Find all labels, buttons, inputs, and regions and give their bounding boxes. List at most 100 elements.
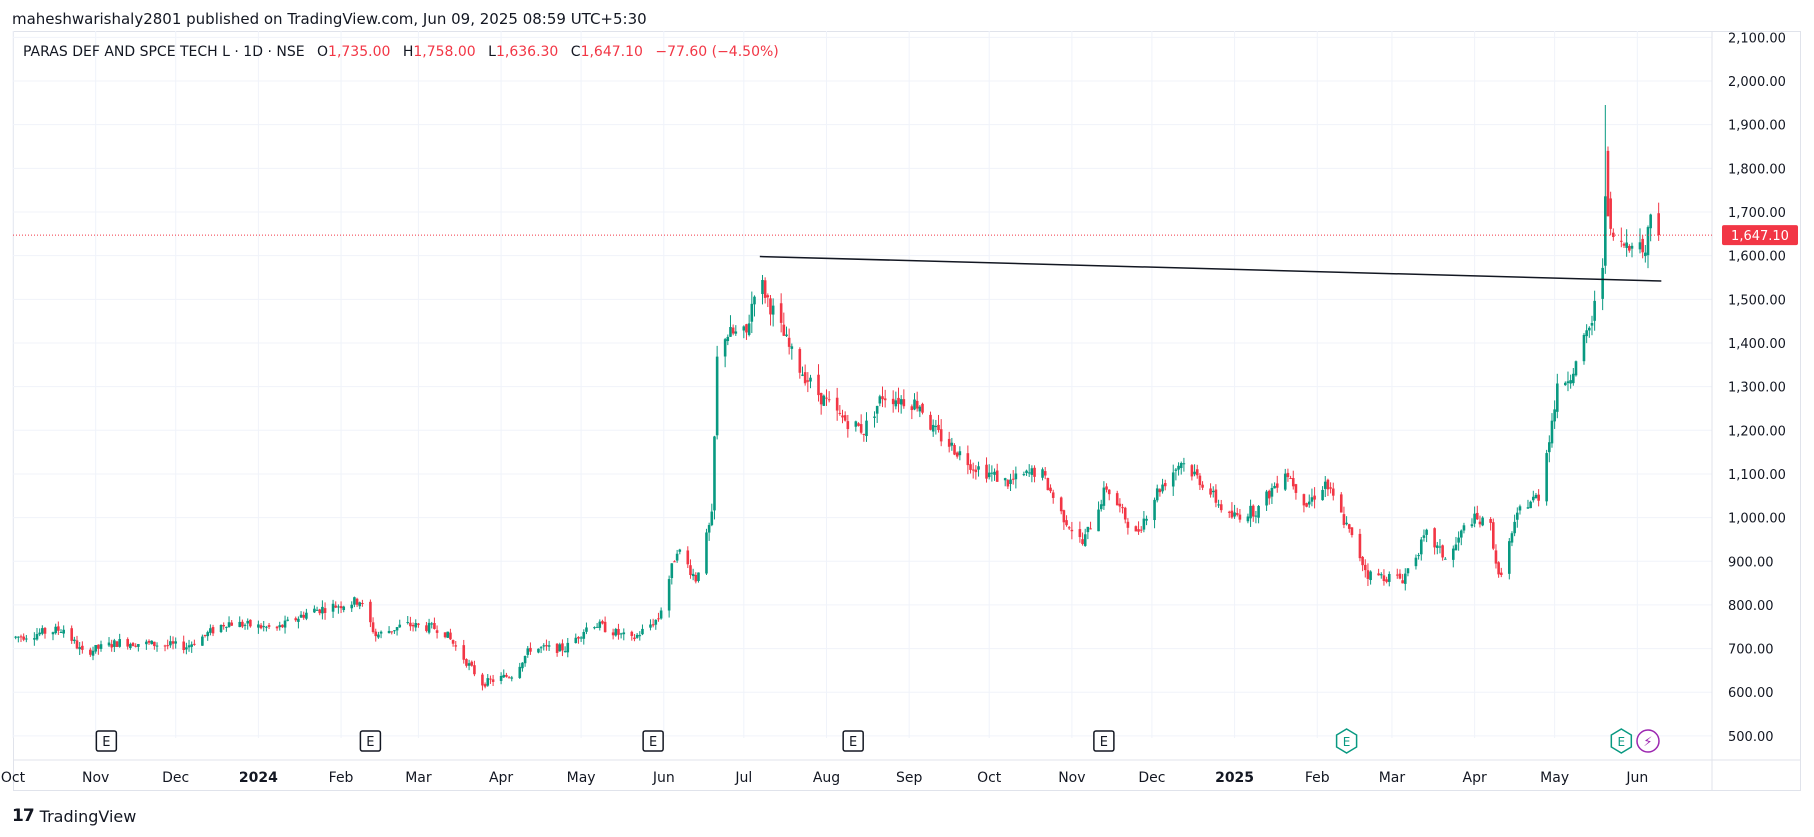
candle-body: [1462, 525, 1466, 531]
candle-body: [953, 445, 956, 455]
candle-body: [934, 426, 938, 428]
candle-body: [825, 397, 828, 399]
candle-body: [193, 643, 196, 645]
candle-body: [1275, 483, 1279, 488]
candle-body: [1347, 524, 1351, 529]
candle-body: [537, 648, 540, 653]
candle-body: [1419, 539, 1423, 555]
candle-body: [1550, 420, 1554, 444]
candle-body: [1382, 575, 1386, 582]
candle-body: [1454, 544, 1458, 551]
candle-body: [315, 609, 319, 611]
candle-body: [302, 614, 306, 618]
candle-body: [409, 622, 412, 627]
candle-body: [1009, 479, 1012, 485]
candle-body: [134, 645, 137, 647]
candle-body: [411, 624, 415, 627]
candle-body: [1377, 573, 1380, 576]
candle-body: [483, 684, 487, 687]
candle-body: [1179, 463, 1183, 469]
earnings-marker-label: E: [1618, 735, 1626, 749]
candle-body: [1137, 529, 1140, 532]
candle-body: [1497, 562, 1500, 575]
candle-body: [1489, 519, 1492, 523]
candle-body: [969, 464, 972, 470]
candle-body: [206, 632, 210, 637]
x-tick-label: Jun: [1625, 770, 1648, 786]
candle-body: [187, 645, 191, 648]
candle-body: [190, 644, 194, 647]
candle-body: [1195, 469, 1199, 476]
candle-body: [454, 645, 458, 647]
candle-body: [601, 621, 604, 624]
candle-body: [1339, 494, 1343, 513]
candle-body: [99, 644, 103, 649]
candle-body: [1059, 497, 1063, 512]
candle-body: [1507, 541, 1511, 574]
x-tick-label: May: [567, 770, 596, 786]
candle-body: [539, 647, 543, 649]
candle-body: [219, 624, 223, 632]
candle-body: [425, 625, 428, 631]
candle-body: [1657, 213, 1660, 236]
candle-body: [355, 598, 359, 605]
candle-body: [891, 398, 895, 405]
candle-body: [1081, 539, 1084, 545]
candle-body: [1089, 528, 1092, 530]
candle-body: [1494, 550, 1498, 564]
high-value: 1,758.00: [413, 44, 476, 60]
candle-body: [710, 511, 714, 526]
x-tick-label: Dec: [162, 770, 189, 786]
candle-body: [929, 414, 932, 430]
symbol-label[interactable]: PARAS DEF AND SPCE TECH L · 1D · NSE: [23, 44, 305, 60]
candle-body: [358, 602, 362, 607]
x-tick-label: Jun: [652, 770, 675, 786]
candle-body: [817, 374, 820, 396]
candle-body: [723, 339, 727, 357]
candle-body: [1478, 521, 1482, 525]
candle-body: [126, 639, 129, 647]
earnings-marker-label: E: [649, 735, 657, 750]
candle-body: [857, 423, 860, 426]
candle-body: [489, 678, 492, 680]
candle-body: [691, 573, 695, 577]
candle-body: [1246, 516, 1250, 522]
candle-body: [1625, 242, 1628, 248]
candle-body: [1313, 495, 1316, 500]
candle-body: [147, 640, 151, 643]
candle-body: [1174, 469, 1178, 471]
candle-body: [1286, 472, 1290, 478]
candle-body: [1366, 570, 1370, 579]
tradingview-brand-name: TradingView: [39, 806, 137, 826]
candle-body: [1491, 522, 1495, 549]
candle-body: [1142, 518, 1146, 530]
published-by-text: maheshwarishaly2801 published on Trading…: [12, 10, 647, 28]
candle-body: [257, 624, 260, 628]
candle-body: [598, 621, 602, 628]
candle-body: [659, 610, 663, 619]
open-value: 1,735.00: [328, 44, 391, 60]
candle-body: [1041, 469, 1044, 478]
candle-body: [1644, 252, 1647, 257]
candle-body: [505, 674, 508, 677]
candle-body: [350, 604, 354, 609]
candle-body: [694, 574, 698, 582]
candle-body: [1294, 484, 1298, 493]
candle-body: [443, 632, 447, 638]
candle-body: [377, 634, 380, 638]
candle-body: [1022, 474, 1026, 476]
candle-body: [729, 327, 732, 337]
candle-body: [931, 424, 935, 432]
candle-body: [89, 649, 92, 655]
candle-body: [1569, 380, 1572, 384]
tradingview-branding[interactable]: 17 TradingView: [12, 806, 136, 826]
candle-body: [1219, 504, 1223, 511]
candle-body: [1161, 484, 1164, 492]
candle-body: [958, 451, 962, 456]
x-tick-label: Nov: [82, 770, 109, 786]
candle-body: [1331, 488, 1335, 496]
candle-body: [1574, 361, 1578, 376]
candle-body: [145, 641, 148, 645]
candle-body: [713, 436, 716, 511]
